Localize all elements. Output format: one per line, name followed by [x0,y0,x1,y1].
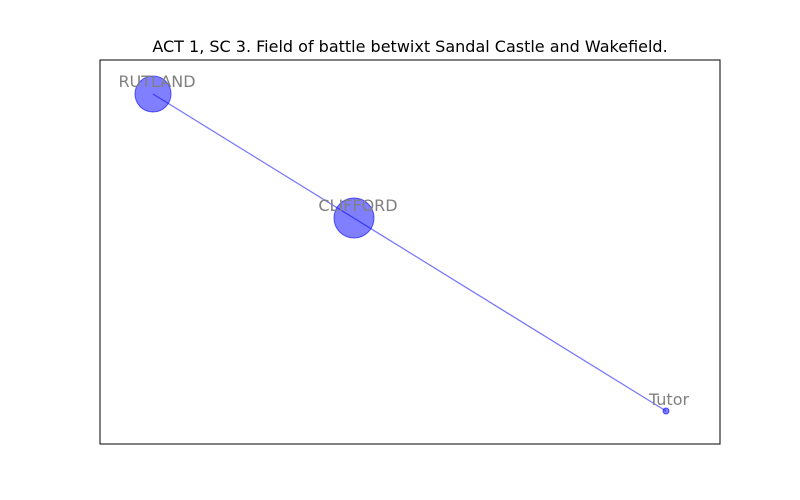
edge-rutland-tutor [152,93,667,412]
node-label-clifford: CLIFFORD [318,196,397,215]
node-rutland [134,75,172,113]
node-label-rutland: RUTLAND [118,72,195,91]
edge-layer [152,93,667,412]
figure-title: ACT 1, SC 3. Field of battle betwixt San… [152,37,667,56]
node-layer [134,75,670,415]
node-label-tutor: Tutor [648,390,690,409]
node-tutor [662,407,670,415]
plot-frame [99,59,721,445]
label-layer: RUTLAND CLIFFORD Tutor [118,72,689,409]
node-clifford [333,197,375,239]
